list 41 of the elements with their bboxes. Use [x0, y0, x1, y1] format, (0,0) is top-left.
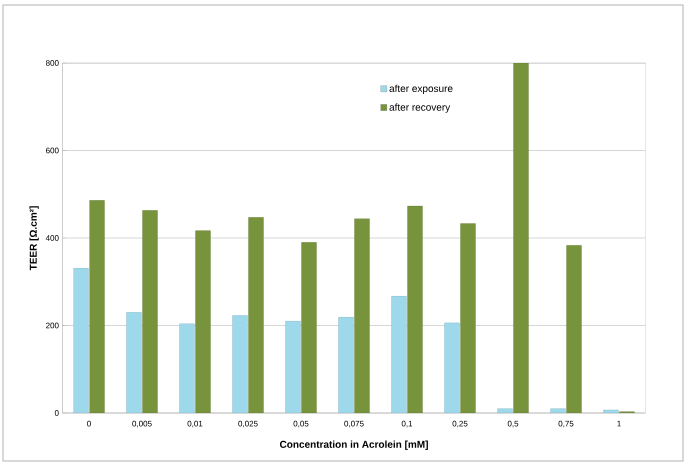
- x-tick-label: 0,01: [188, 420, 202, 428]
- x-tick-label: 0,5: [508, 420, 518, 428]
- bar: [338, 317, 354, 413]
- x-tick-label: 0,75: [558, 420, 574, 428]
- y-tick-label: 200: [46, 322, 59, 328]
- y-axis-title: TEER [Ω.cm²]: [29, 206, 39, 270]
- y-tick-label: 800: [46, 60, 59, 66]
- x-tick-label: 0,075: [344, 420, 364, 428]
- bar: [513, 62, 529, 413]
- bar: [407, 206, 423, 413]
- x-tick-label: 0: [87, 420, 91, 426]
- bar: [391, 296, 407, 413]
- x-tick-label: 0,025: [238, 420, 258, 428]
- legend-label: after exposure: [390, 84, 453, 94]
- bar: [566, 245, 582, 413]
- bar: [179, 324, 195, 413]
- bar: [354, 218, 370, 413]
- bar: [232, 315, 248, 413]
- y-tick-label: 400: [46, 235, 59, 241]
- x-tick-label: 0,005: [132, 420, 152, 428]
- bar: [301, 242, 317, 413]
- x-tick-label: 1: [617, 420, 621, 426]
- bar: [550, 408, 566, 413]
- x-axis-title: Concentration in Acrolein [mM]: [280, 440, 428, 450]
- x-tick-label: 0,05: [294, 420, 308, 428]
- bar: [603, 410, 619, 413]
- bar: [285, 320, 301, 413]
- x-tick-label: 0,25: [452, 420, 468, 428]
- bar: [126, 312, 142, 413]
- bar: [497, 408, 513, 413]
- bar: [142, 210, 158, 413]
- bar: [444, 322, 460, 413]
- x-tick-label: 0,1: [402, 420, 412, 428]
- bar: [248, 217, 264, 413]
- bar: [73, 268, 89, 413]
- legend-label: after recovery: [390, 103, 450, 113]
- bar: [195, 230, 211, 413]
- y-tick-label: 0: [54, 410, 59, 416]
- bar: [89, 200, 105, 413]
- y-tick-label: 600: [46, 148, 59, 154]
- bar: [460, 223, 476, 413]
